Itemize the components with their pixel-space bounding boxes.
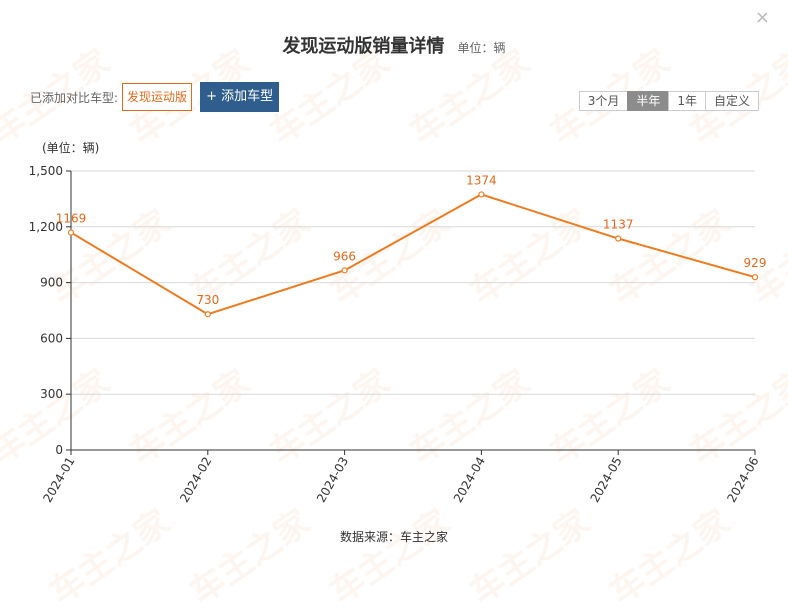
tab-custom[interactable]: 自定义 [704, 91, 759, 111]
data-point [615, 235, 622, 242]
compare-bar: 已添加对比车型: 发现运动版 + 添加车型 [30, 82, 280, 112]
x-tick-label: 2024-02 [177, 455, 214, 505]
y-tick-label: 1,200 [29, 220, 63, 234]
y-tick-label: 1,500 [29, 164, 63, 178]
x-tick-label: 2024-04 [451, 455, 488, 505]
y-tick-label: 0 [55, 443, 63, 457]
data-label: 1137 [603, 218, 634, 232]
page-title: 发现运动版销量详情 [282, 36, 445, 57]
data-point [204, 311, 211, 318]
data-point [751, 274, 759, 281]
x-tick-label: 2024-03 [314, 455, 351, 505]
grid-lines [71, 170, 755, 451]
data-label: 1169 [56, 212, 87, 226]
data-point [478, 191, 485, 198]
data-label: 929 [744, 256, 767, 270]
x-tick-label: 2024-05 [588, 455, 625, 505]
compare-model-tag[interactable]: 发现运动版 [122, 83, 193, 111]
compare-label: 已添加对比车型: [30, 90, 119, 105]
close-icon[interactable]: × [754, 7, 770, 28]
y-tick-label: 300 [40, 387, 63, 401]
x-tick-label: 2024-06 [724, 455, 761, 505]
unit-label: 单位：辆 [457, 41, 506, 55]
data-point [67, 229, 75, 236]
sales-line-chart: (单位：辆) 0 300 600 900 1,200 1,500 2024-01 2024-0… [29, 140, 767, 505]
x-tick-label: 2024-01 [40, 455, 77, 505]
tab-half-year[interactable]: 半年 [627, 91, 670, 111]
time-range-tabs: 3个月 半年 1年 自定义 [578, 91, 759, 111]
data-source: 数据来源：车主之家 [339, 530, 448, 544]
tab-3-months[interactable]: 3个月 [578, 91, 629, 111]
y-tick-label: 900 [40, 276, 63, 290]
data-label: 1374 [466, 173, 497, 187]
data-label: 966 [333, 249, 356, 263]
data-point [341, 267, 348, 274]
y-tick-label: 600 [40, 331, 63, 345]
series-layer: 1169 730 966 1374 1137 929 [56, 173, 767, 318]
add-model-button[interactable]: + 添加车型 [200, 82, 280, 112]
axes: 0 300 600 900 1,200 1,500 2024-01 2024-02 2024-0… [29, 164, 762, 505]
title-row: 发现运动版销量详情 单位：辆 [0, 32, 788, 58]
y-axis-unit-label: (单位：辆) [42, 140, 99, 155]
series-line [70, 193, 756, 316]
data-label: 730 [196, 293, 219, 307]
